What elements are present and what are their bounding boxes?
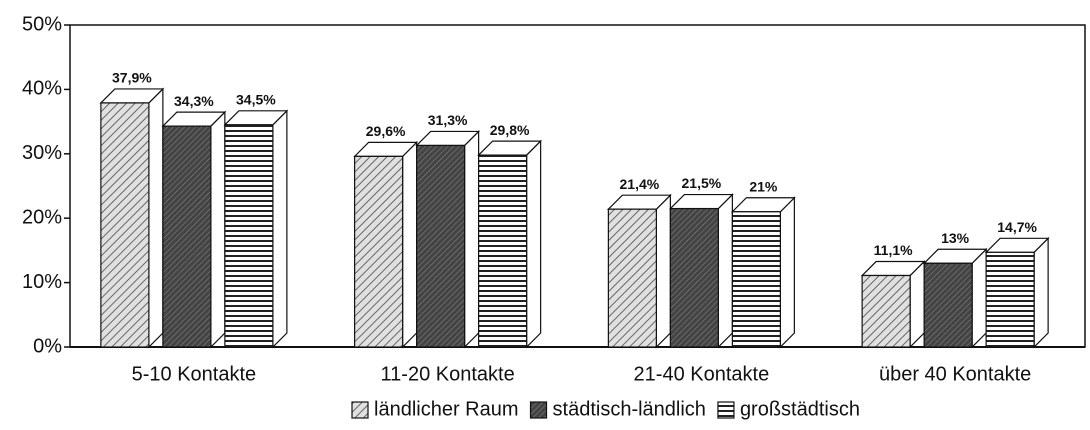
bar-side: [909, 260, 925, 349]
bar-side: [717, 193, 733, 349]
value-label: 29,6%: [366, 123, 406, 139]
value-label: 21,5%: [682, 175, 722, 191]
bar: [923, 262, 973, 348]
bar-side: [464, 129, 480, 349]
value-label: 29,8%: [490, 122, 530, 138]
legend-swatch: [529, 401, 548, 419]
value-label: 21%: [749, 178, 778, 194]
value-label: 34,3%: [174, 93, 214, 109]
value-label: 11,1%: [874, 242, 913, 258]
x-tick-label: über 40 Kontakte: [879, 363, 1031, 385]
x-tick-label: 11-20 Kontakte: [381, 363, 515, 385]
bar-side: [655, 193, 671, 349]
bar: [354, 155, 404, 348]
value-label: 13%: [941, 230, 970, 246]
legend-label: ländlicher Raum: [374, 398, 519, 420]
y-tick-label: 30%: [22, 142, 62, 164]
value-label: 37,9%: [112, 70, 152, 86]
legend-swatch: [351, 401, 369, 419]
bar: [731, 211, 781, 348]
y-tick-label: 10%: [22, 271, 62, 293]
bar-side: [779, 196, 795, 349]
bar-side: [272, 109, 288, 349]
value-label: 14,7%: [997, 219, 1037, 235]
bar: [985, 251, 1035, 348]
y-tick-label: 40%: [22, 78, 62, 100]
legend-swatch: [717, 401, 735, 419]
bar: [100, 102, 150, 348]
bar-side: [971, 247, 987, 349]
bar: [478, 154, 528, 348]
value-label: 34,5%: [236, 92, 276, 108]
bar: [224, 124, 274, 348]
value-label: 21,4%: [620, 176, 660, 192]
bar: [162, 125, 212, 348]
x-tick-label: 5-10 Kontakte: [132, 363, 257, 385]
bar: [607, 208, 657, 348]
bar-side: [1033, 236, 1049, 349]
bar: [861, 274, 911, 348]
bar: [669, 207, 719, 348]
x-tick-label: 21-40 Kontakte: [634, 363, 770, 385]
bar-side: [402, 140, 418, 349]
value-label: 31,3%: [428, 112, 468, 128]
bar-side: [210, 110, 226, 349]
y-tick-label: 0%: [33, 335, 62, 357]
legend-label: städtisch-ländlich: [553, 398, 706, 420]
y-tick-label: 20%: [22, 206, 62, 228]
bar-side: [526, 139, 542, 349]
bar-side: [148, 87, 164, 349]
y-tick-label: 50%: [22, 13, 62, 35]
legend-label: großstädtisch: [740, 398, 860, 420]
bar: [416, 144, 466, 348]
